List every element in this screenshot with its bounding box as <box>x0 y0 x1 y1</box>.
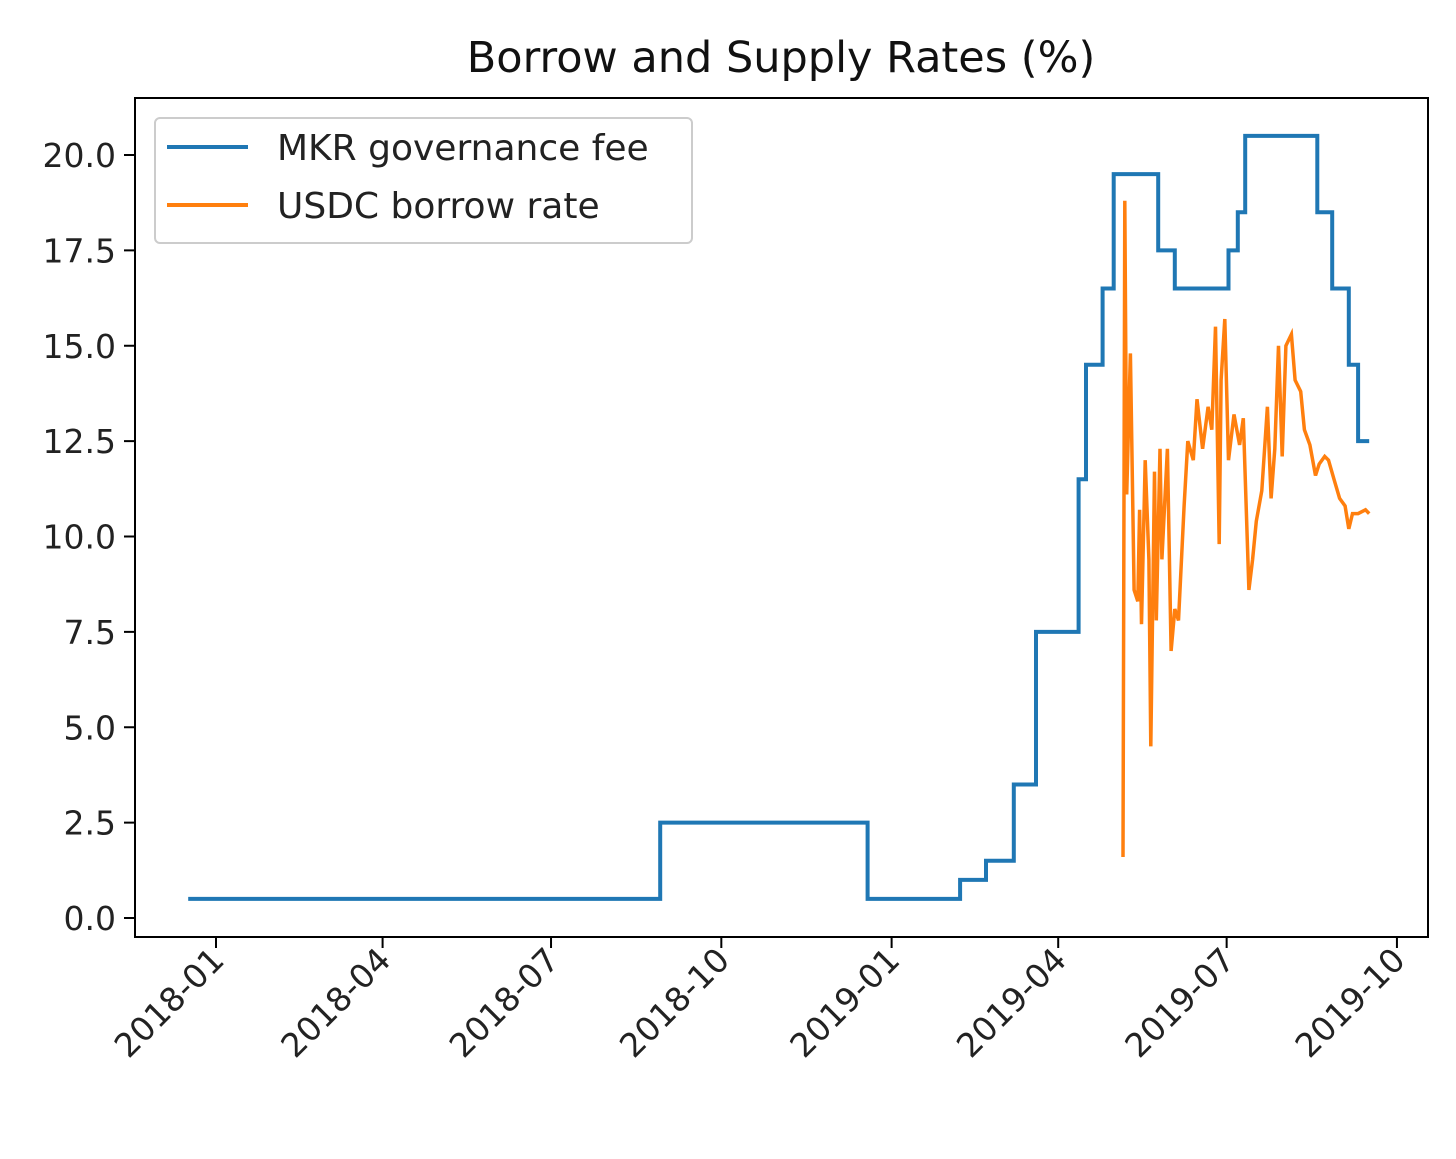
legend-label-mkr: MKR governance fee <box>277 128 649 169</box>
series-line-mkr-governance-fee <box>188 133 1370 901</box>
series-layer <box>188 133 1371 901</box>
y-tick-label: 10.0 <box>43 518 116 557</box>
y-tick-label: 12.5 <box>43 422 116 461</box>
y-tick-label: 20.0 <box>43 136 116 175</box>
x-tick-label: 2019-10 <box>1288 940 1413 1065</box>
chart-title: Borrow and Supply Rates (%) <box>467 33 1095 83</box>
x-tick-label: 2018-07 <box>442 940 567 1065</box>
plot-frame <box>134 97 1429 938</box>
x-tick-label: 2018-04 <box>273 940 398 1065</box>
x-axis: 2018-01 2018-04 2018-07 2018-10 2019-01 2019-… <box>107 937 1413 1065</box>
y-axis: 0.0 2.5 5.0 7.5 10.0 12.5 15.0 17.5 20.0 <box>43 136 135 938</box>
y-tick-label: 5.0 <box>64 708 116 747</box>
y-tick-label: 17.5 <box>43 231 116 270</box>
legend-label-usdc: USDC borrow rate <box>277 186 600 227</box>
series-line-usdc-borrow-rate <box>1121 200 1371 858</box>
y-tick-label: 15.0 <box>43 327 116 366</box>
x-tick-label: 2019-04 <box>949 940 1074 1065</box>
y-tick-label: 7.5 <box>64 613 116 652</box>
y-tick-label: 2.5 <box>64 804 116 843</box>
x-tick-label: 2018-01 <box>107 940 232 1065</box>
x-tick-label: 2018-10 <box>612 940 737 1065</box>
x-tick-label: 2019-01 <box>782 940 907 1065</box>
y-tick-label: 0.0 <box>64 899 116 938</box>
legend-box <box>154 117 693 244</box>
legend: MKR governance fee USDC borrow rate <box>154 117 693 244</box>
x-tick-label: 2019-07 <box>1117 940 1242 1065</box>
